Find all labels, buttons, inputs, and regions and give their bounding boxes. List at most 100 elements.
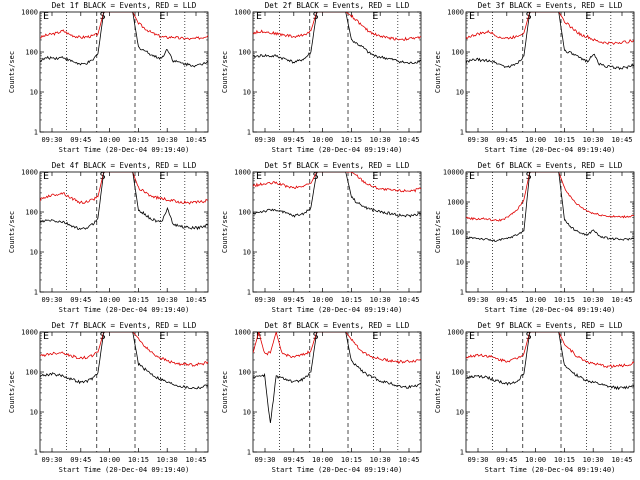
x-tick-label: 09:30 [254,296,275,304]
x-axis-label: Start Time (20-Dec-04 09:19:40) [59,146,190,154]
y-tick-label: 100 [238,369,251,377]
y-tick-label: 100 [25,209,38,217]
events-series-line [466,172,634,243]
y-tick-label: 10 [30,89,38,97]
lld-series-line [466,12,634,46]
x-tick-label: 10:15 [341,296,362,304]
x-tick-label: 10:30 [583,296,604,304]
x-tick-label: 10:15 [554,456,575,464]
chart-title: Det 3f BLACK = Events, RED = LLD [478,1,623,10]
event-letter: E [372,11,378,22]
event-letter: E [159,11,165,22]
event-letter: E [256,331,262,342]
y-tick-label: 1 [460,289,464,297]
y-tick-label: 1 [460,449,464,457]
y-tick-label: 10 [243,89,251,97]
x-axis-label: Start Time (20-Dec-04 09:19:40) [59,306,190,314]
x-tick-label: 10:45 [185,136,206,144]
plot-frame [252,11,422,133]
y-tick-label: 100 [238,49,251,57]
event-letter: E [469,171,475,182]
y-tick-label: 10 [456,89,464,97]
y-tick-label: 1000 [447,9,464,17]
x-tick-label: 10:45 [398,136,419,144]
x-tick-label: 10:30 [157,456,178,464]
x-tick-label: 10:45 [398,296,419,304]
x-tick-label: 10:00 [99,456,120,464]
x-tick-label: 10:30 [370,296,391,304]
y-tick-label: 10000 [443,169,464,177]
x-tick-label: 10:15 [341,456,362,464]
y-tick-label: 1 [247,449,251,457]
y-tick-label: 10 [243,409,251,417]
x-tick-label: 10:45 [611,136,632,144]
event-letter: E [469,331,475,342]
x-axis-label: Start Time (20-Dec-04 09:19:40) [272,306,403,314]
x-axis-label: Start Time (20-Dec-04 09:19:40) [59,466,190,474]
x-tick-label: 10:30 [157,296,178,304]
y-axis-label: Counts/sec [8,371,16,413]
event-letter: E [159,171,165,182]
chart-panel-det-2: Det 2f BLACK = Events, RED = LLD 1 10 100 10… [213,0,426,160]
events-series-line [40,172,208,231]
x-tick-label: 09:45 [496,296,517,304]
y-tick-label: 10 [243,249,251,257]
y-axis-label: Counts/sec [221,371,229,413]
x-axis-label: Start Time (20-Dec-04 09:19:40) [485,466,616,474]
event-letter: E [469,11,475,22]
chart-svg: Det 6f BLACK = Events, RED = LLD 1 10 100 10… [434,161,635,314]
x-tick-label: 10:00 [312,136,333,144]
chart-svg: Det 3f BLACK = Events, RED = LLD 1 10 100 10… [434,1,635,154]
x-tick-label: 10:15 [128,296,149,304]
y-axis-label: Counts/sec [8,211,16,253]
event-letter: E [585,331,591,342]
chart-svg: Det 9f BLACK = Events, RED = LLD 1 10 100 10… [434,321,635,474]
y-axis-label: Counts/sec [434,371,442,413]
chart-title: Det 4f BLACK = Events, RED = LLD [52,161,197,170]
y-tick-label: 10 [30,409,38,417]
y-axis-label: Counts/sec [221,211,229,253]
y-tick-label: 1000 [447,329,464,337]
chart-title: Det 6f BLACK = Events, RED = LLD [478,161,623,170]
chart-svg: Det 8f BLACK = Events, RED = LLD 1 10 100 10… [221,321,422,474]
x-tick-label: 09:45 [70,136,91,144]
y-tick-label: 1 [34,129,38,137]
event-letter: E [159,331,165,342]
x-tick-label: 09:45 [496,136,517,144]
x-tick-label: 10:30 [583,456,604,464]
x-tick-label: 10:00 [312,296,333,304]
x-axis-label: Start Time (20-Dec-04 09:19:40) [485,146,616,154]
y-tick-label: 100 [451,49,464,57]
lld-series-line [40,172,208,205]
plot-frame [39,171,209,293]
y-tick-label: 100 [238,209,251,217]
x-tick-label: 09:30 [467,136,488,144]
events-series-line [253,332,421,424]
y-tick-label: 1 [247,289,251,297]
y-tick-label: 100 [451,229,464,237]
y-tick-label: 1 [34,449,38,457]
x-tick-label: 10:45 [611,296,632,304]
plot-frame [465,331,635,453]
x-axis-label: Start Time (20-Dec-04 09:19:40) [272,466,403,474]
y-tick-label: 1 [34,289,38,297]
y-axis-label: Counts/sec [434,211,442,253]
x-tick-label: 10:30 [370,136,391,144]
chart-title: Det 8f BLACK = Events, RED = LLD [265,321,410,330]
event-letter: E [43,11,49,22]
chart-svg: Det 2f BLACK = Events, RED = LLD 1 10 100 10… [221,1,422,154]
chart-title: Det 1f BLACK = Events, RED = LLD [52,1,197,10]
event-letter: E [43,171,49,182]
x-axis-label: Start Time (20-Dec-04 09:19:40) [272,146,403,154]
y-axis-label: Counts/sec [221,51,229,93]
chart-panel-det-6: Det 6f BLACK = Events, RED = LLD 1 10 100 10… [426,160,639,320]
x-tick-label: 10:15 [128,456,149,464]
event-letter: E [256,11,262,22]
x-tick-label: 10:00 [525,296,546,304]
event-letter: E [585,11,591,22]
chart-svg: Det 1f BLACK = Events, RED = LLD 1 10 100 10… [8,1,209,154]
x-tick-label: 09:45 [70,456,91,464]
events-series-line [466,332,634,391]
x-tick-label: 09:30 [41,296,62,304]
